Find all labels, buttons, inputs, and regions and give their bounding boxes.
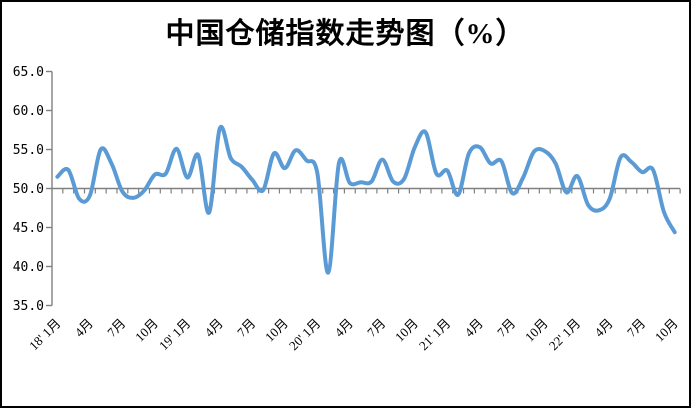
x-axis-label: 20' 1月 <box>286 316 324 354</box>
x-axis-label: 10月 <box>522 316 551 345</box>
x-axis-label: 10月 <box>392 316 421 345</box>
x-axis-label: 21' 1月 <box>416 316 454 354</box>
x-axis-label: 4月 <box>72 316 96 340</box>
x-axis-label: 4月 <box>332 316 356 340</box>
y-axis-label: 35.0 <box>13 299 44 314</box>
x-axis-label: 10月 <box>652 316 681 345</box>
y-axis-label: 60.0 <box>13 104 44 119</box>
x-axis-label: 7月 <box>494 316 518 340</box>
x-axis-label: 10月 <box>132 316 161 345</box>
x-axis-label: 18' 1月 <box>26 316 64 354</box>
y-axis-label: 55.0 <box>13 143 44 158</box>
x-axis-label: 10月 <box>262 316 291 345</box>
x-axis-label: 7月 <box>624 316 648 340</box>
y-axis-label: 45.0 <box>13 221 44 236</box>
x-axis-label: 4月 <box>591 316 615 340</box>
chart-title: 中国仓储指数走势图（%） <box>165 18 526 50</box>
y-axis-label: 40.0 <box>13 260 44 275</box>
x-axis-label: 4月 <box>461 316 485 340</box>
index-trend-line <box>55 124 677 275</box>
y-axis-label: 65.0 <box>13 65 44 80</box>
x-axis-label: 19' 1月 <box>156 316 194 354</box>
x-axis-label: 7月 <box>364 316 388 340</box>
x-axis-label: 4月 <box>202 316 226 340</box>
x-axis-label: 7月 <box>104 316 128 340</box>
x-axis-label: 22' 1月 <box>546 316 584 354</box>
y-axis-label: 50.0 <box>13 182 44 197</box>
x-axis-label: 7月 <box>234 316 258 340</box>
